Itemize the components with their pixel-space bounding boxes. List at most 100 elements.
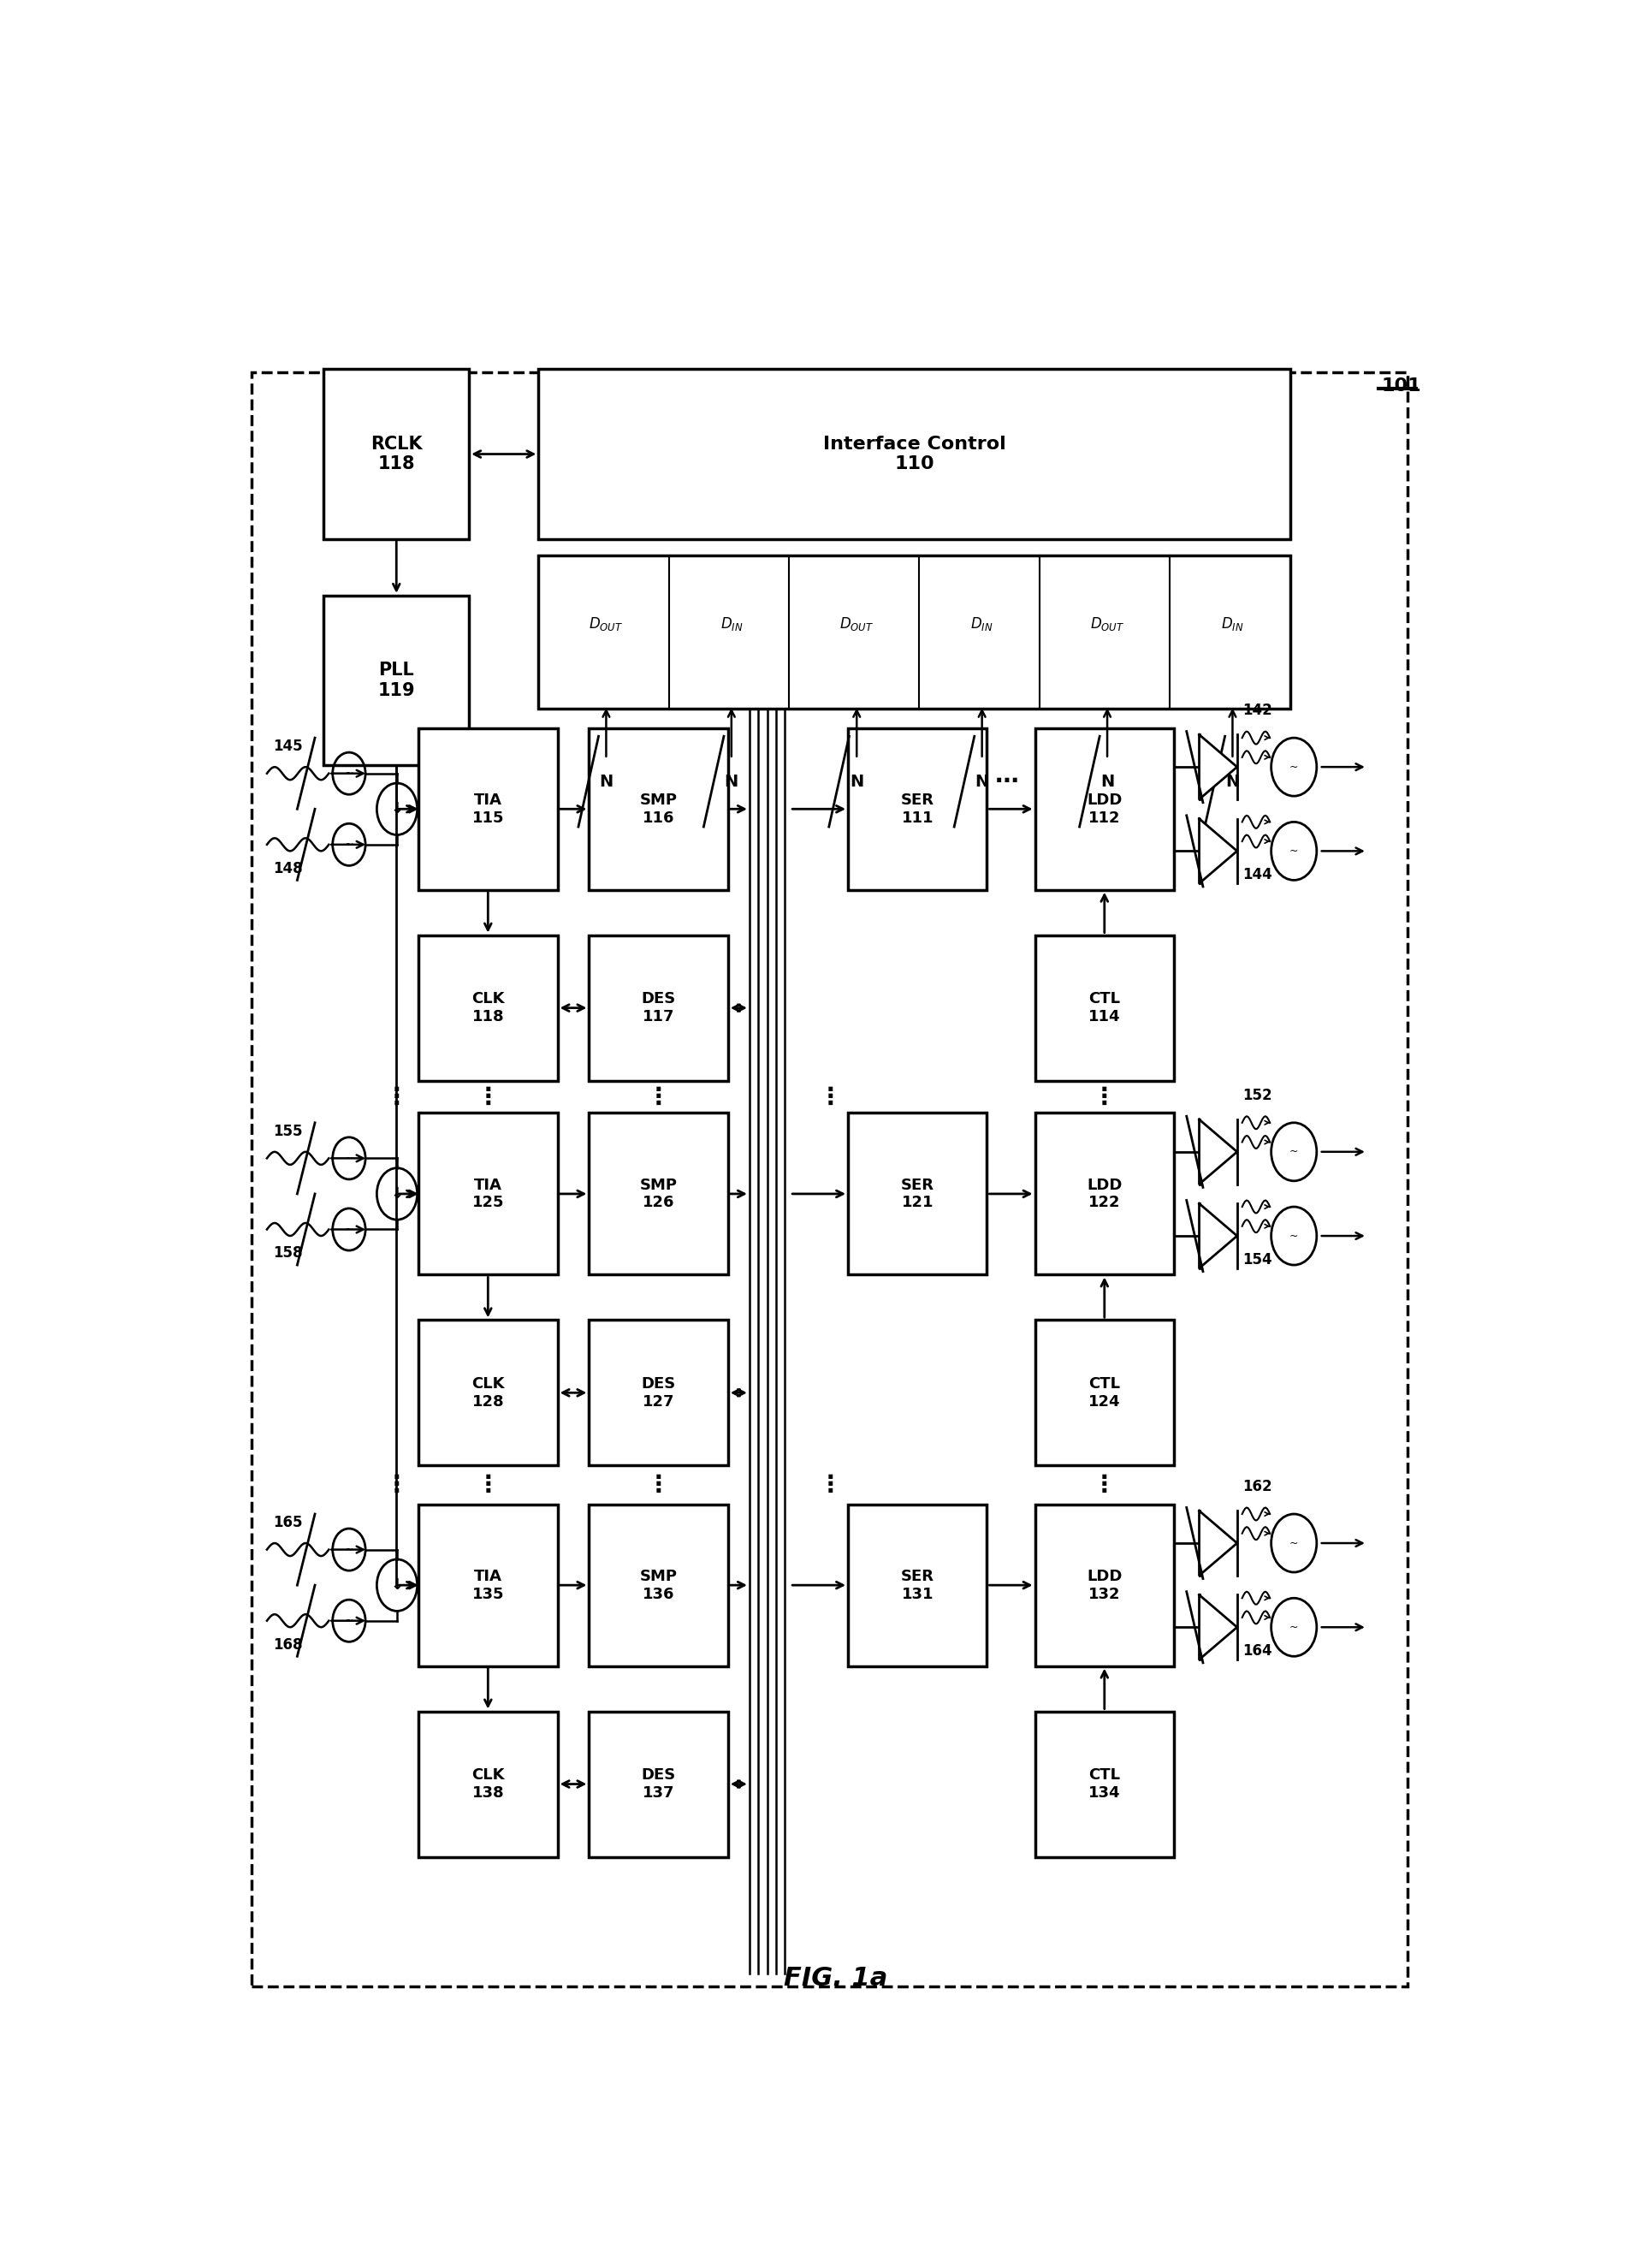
Text: SMP
126: SMP 126 <box>639 1177 678 1211</box>
Text: RCLK
118: RCLK 118 <box>370 435 422 472</box>
FancyBboxPatch shape <box>588 1114 729 1275</box>
FancyBboxPatch shape <box>1035 1114 1174 1275</box>
Text: Interface Control
110: Interface Control 110 <box>823 435 1006 472</box>
FancyBboxPatch shape <box>324 370 469 540</box>
Polygon shape <box>1200 735 1237 798</box>
FancyBboxPatch shape <box>588 1504 729 1667</box>
FancyBboxPatch shape <box>538 556 1291 710</box>
FancyBboxPatch shape <box>1035 1320 1174 1465</box>
Text: ⋮: ⋮ <box>818 1084 843 1109</box>
Text: $D_{IN}$: $D_{IN}$ <box>720 615 743 633</box>
Text: ↓: ↓ <box>391 801 404 816</box>
Text: ~: ~ <box>344 1152 354 1163</box>
Text: ⋮: ⋮ <box>647 1472 670 1497</box>
FancyBboxPatch shape <box>588 1320 729 1465</box>
Text: N: N <box>975 773 989 789</box>
Text: ⋮: ⋮ <box>647 1084 670 1109</box>
Text: ~: ~ <box>344 1225 354 1236</box>
Text: PLL
119: PLL 119 <box>378 662 416 699</box>
Text: SER
131: SER 131 <box>901 1569 934 1601</box>
Text: LDD
132: LDD 132 <box>1087 1569 1121 1601</box>
Text: CLK
118: CLK 118 <box>471 991 504 1025</box>
Text: 154: 154 <box>1242 1252 1271 1268</box>
FancyBboxPatch shape <box>1035 1504 1174 1667</box>
Text: ↓: ↓ <box>391 1579 404 1592</box>
Text: $D_{IN}$: $D_{IN}$ <box>970 615 993 633</box>
Text: ~: ~ <box>1289 762 1299 773</box>
Text: 158: 158 <box>274 1245 303 1261</box>
Text: CTL
114: CTL 114 <box>1089 991 1120 1025</box>
Text: $D_{OUT}$: $D_{OUT}$ <box>839 615 874 633</box>
Text: 145: 145 <box>274 739 303 753</box>
Text: ~: ~ <box>1289 1622 1299 1633</box>
Text: TIA
135: TIA 135 <box>473 1569 504 1601</box>
Polygon shape <box>1200 1204 1237 1268</box>
Text: CLK
138: CLK 138 <box>471 1767 504 1801</box>
Text: ⋮: ⋮ <box>476 1084 500 1109</box>
Text: DES
117: DES 117 <box>641 991 676 1025</box>
FancyBboxPatch shape <box>324 596 469 764</box>
Text: LDD
122: LDD 122 <box>1087 1177 1121 1211</box>
Text: 142: 142 <box>1242 703 1271 719</box>
FancyBboxPatch shape <box>419 1504 557 1667</box>
Text: $D_{OUT}$: $D_{OUT}$ <box>588 615 623 633</box>
Polygon shape <box>1200 1120 1237 1184</box>
Text: SMP
116: SMP 116 <box>639 792 678 826</box>
Text: N: N <box>1226 773 1239 789</box>
Text: ⋮: ⋮ <box>1092 1472 1117 1497</box>
Text: DES
137: DES 137 <box>641 1767 676 1801</box>
Text: 164: 164 <box>1242 1644 1271 1658</box>
Text: 155: 155 <box>274 1123 303 1139</box>
Text: SMP
136: SMP 136 <box>639 1569 678 1601</box>
Text: ⋯: ⋯ <box>996 769 1019 794</box>
Text: ~: ~ <box>1289 1229 1299 1241</box>
Text: ~: ~ <box>344 839 354 850</box>
Text: N: N <box>724 773 738 789</box>
Text: ⋮: ⋮ <box>476 1472 500 1497</box>
FancyBboxPatch shape <box>419 1320 557 1465</box>
FancyBboxPatch shape <box>419 728 557 889</box>
Text: ~: ~ <box>344 1545 354 1556</box>
Text: 148: 148 <box>274 862 303 875</box>
Text: LDD
112: LDD 112 <box>1087 792 1121 826</box>
Text: 165: 165 <box>274 1515 303 1531</box>
Text: CTL
134: CTL 134 <box>1089 1767 1120 1801</box>
Text: $D_{OUT}$: $D_{OUT}$ <box>1090 615 1125 633</box>
Polygon shape <box>1200 819 1237 885</box>
Text: CLK
128: CLK 128 <box>471 1377 504 1408</box>
Text: $D_{IN}$: $D_{IN}$ <box>1221 615 1244 633</box>
FancyBboxPatch shape <box>848 1114 986 1275</box>
Text: TIA
125: TIA 125 <box>473 1177 504 1211</box>
Text: ⋮: ⋮ <box>385 1084 408 1109</box>
FancyBboxPatch shape <box>1035 934 1174 1080</box>
Text: DES
127: DES 127 <box>641 1377 676 1408</box>
Text: TIA
115: TIA 115 <box>473 792 504 826</box>
Text: ~: ~ <box>344 1615 354 1626</box>
Text: ↓: ↓ <box>391 1186 404 1202</box>
Text: ~: ~ <box>344 769 354 778</box>
Text: 101: 101 <box>1381 376 1421 395</box>
Text: 162: 162 <box>1242 1479 1271 1495</box>
Text: ~: ~ <box>1289 1145 1299 1157</box>
Polygon shape <box>1200 1594 1237 1660</box>
FancyBboxPatch shape <box>588 1712 729 1857</box>
Text: N: N <box>600 773 613 789</box>
Text: ⋮: ⋮ <box>1092 1084 1117 1109</box>
FancyBboxPatch shape <box>419 934 557 1080</box>
Text: FIG. 1a: FIG. 1a <box>784 1966 887 1991</box>
FancyBboxPatch shape <box>588 728 729 889</box>
Text: ⋮: ⋮ <box>385 1472 408 1497</box>
FancyBboxPatch shape <box>848 1504 986 1667</box>
Polygon shape <box>1200 1510 1237 1576</box>
Text: ~: ~ <box>1289 846 1299 857</box>
Text: ~: ~ <box>1289 1538 1299 1549</box>
FancyBboxPatch shape <box>1035 728 1174 889</box>
Text: 152: 152 <box>1242 1089 1271 1102</box>
FancyBboxPatch shape <box>419 1712 557 1857</box>
Text: SER
121: SER 121 <box>901 1177 934 1211</box>
Text: SER
111: SER 111 <box>901 792 934 826</box>
FancyBboxPatch shape <box>848 728 986 889</box>
Text: CTL
124: CTL 124 <box>1089 1377 1120 1408</box>
Text: N: N <box>1100 773 1115 789</box>
Text: 168: 168 <box>274 1637 303 1653</box>
